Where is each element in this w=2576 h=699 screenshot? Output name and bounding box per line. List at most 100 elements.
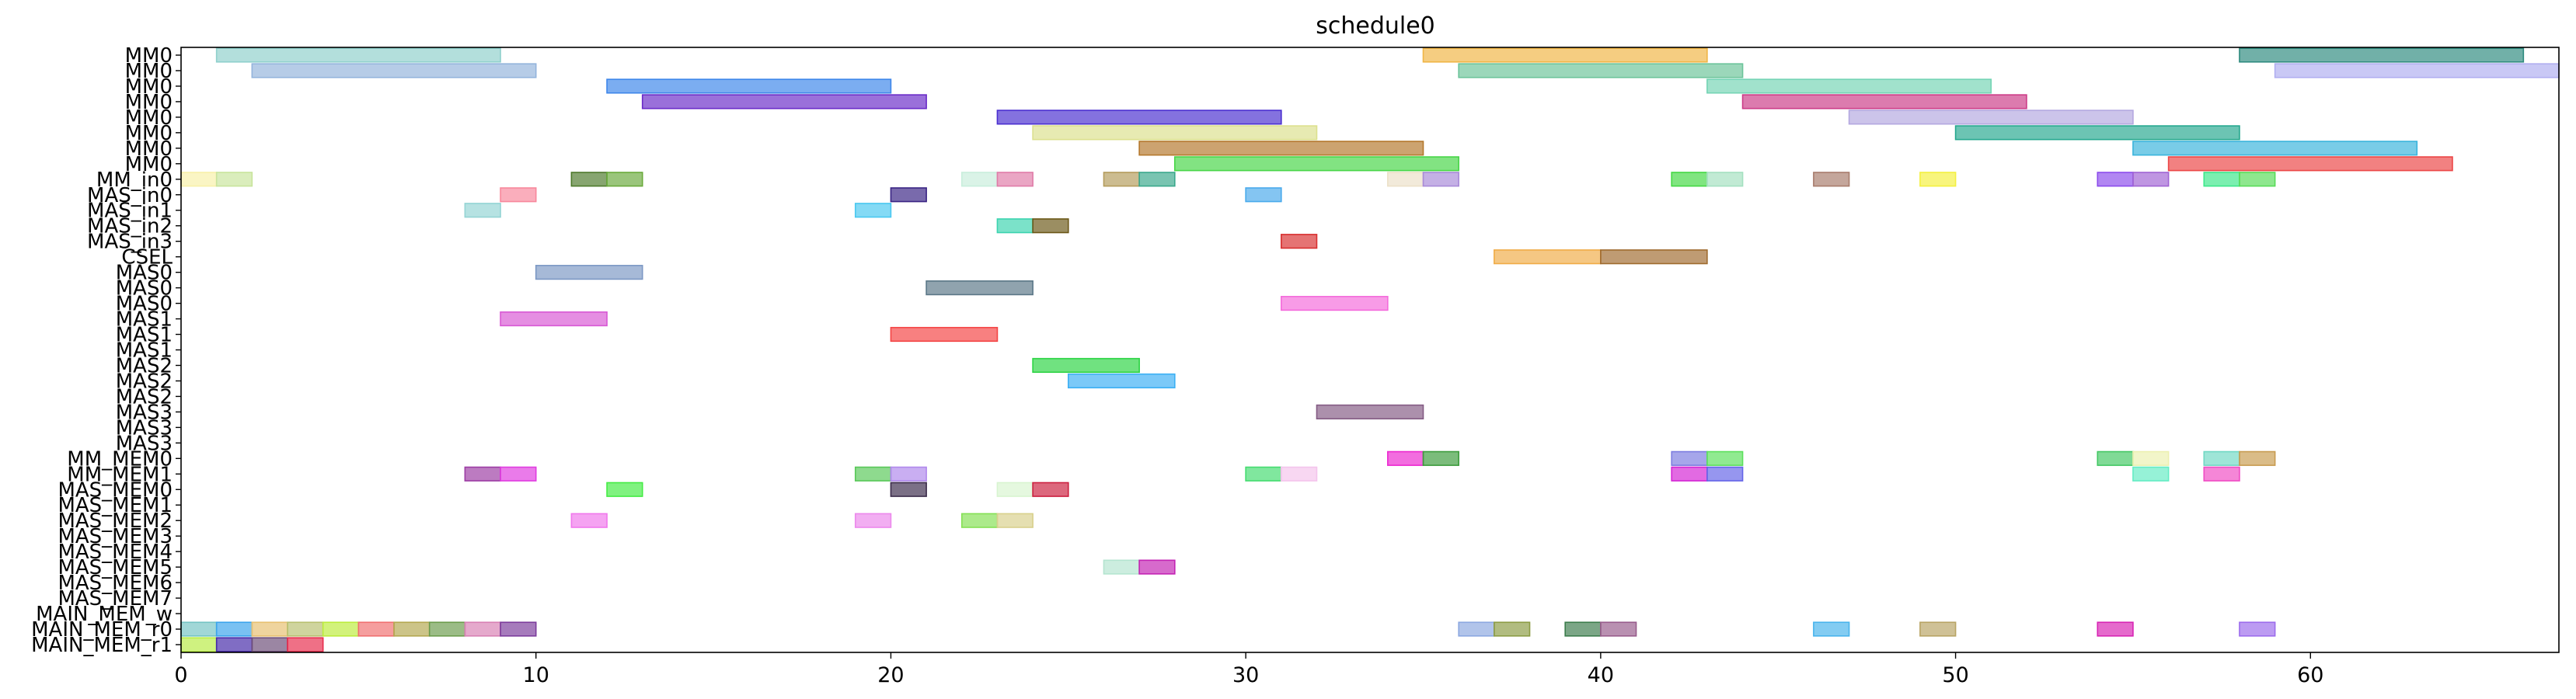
task-bar <box>890 482 927 497</box>
y-tick-label: MAS1 <box>116 339 173 363</box>
task-bar <box>215 47 501 63</box>
task-bar <box>1848 110 2134 125</box>
x-tick-label: 60 <box>2297 663 2323 687</box>
y-tick-label: MAIN_MEM_w <box>36 603 173 626</box>
task-bar <box>1138 559 1176 575</box>
task-bar <box>1741 94 2027 110</box>
y-axis: MM0MM0MM0MM0MM0MM0MM0MM0MM_in0MAS_in0MAS… <box>31 44 181 657</box>
task-bar <box>854 203 892 218</box>
task-bar <box>1032 357 1140 374</box>
task-bar <box>1103 172 1140 187</box>
task-bar <box>2097 621 2134 637</box>
task-bar <box>606 482 643 497</box>
x-axis: 0 10 20 30 40 50 60 <box>174 652 2323 687</box>
task-bar <box>890 326 999 343</box>
task-bar <box>1919 621 1957 637</box>
task-bar <box>287 621 324 637</box>
task-bar <box>2203 450 2240 466</box>
y-tick-label: MM0 <box>125 91 173 114</box>
task-bar <box>996 110 1282 125</box>
task-bar <box>287 637 324 652</box>
task-bar <box>2097 172 2134 187</box>
task-bar <box>996 482 1034 497</box>
task-bar <box>322 621 360 637</box>
y-tick-label: MAS_MEM3 <box>58 525 173 548</box>
task-bar <box>1671 450 1708 466</box>
x-tick-label: 20 <box>877 663 904 687</box>
task-bar <box>996 172 1034 187</box>
task-bar <box>251 63 537 78</box>
task-bar <box>996 218 1034 234</box>
y-tick-label: MAS1 <box>116 308 173 332</box>
task-bar <box>2167 156 2453 172</box>
task-bar <box>2132 141 2418 156</box>
task-bar <box>606 78 892 94</box>
task-bar <box>1564 621 1602 637</box>
task-bar <box>996 513 1034 528</box>
task-bar <box>1813 172 1850 187</box>
task-bar <box>180 637 218 652</box>
task-bar <box>960 172 999 187</box>
task-bar <box>1316 404 1424 419</box>
task-bar <box>180 172 218 187</box>
chart-title: schedule0 <box>1316 12 1435 40</box>
task-bar <box>215 637 253 652</box>
task-bar <box>464 621 501 637</box>
task-bar <box>251 621 288 637</box>
task-bar <box>535 265 643 280</box>
task-bar <box>2132 466 2170 482</box>
y-tick-label: MAS_in2 <box>87 215 173 238</box>
task-bar <box>925 280 1034 296</box>
task-bar <box>251 637 288 652</box>
task-bar <box>1671 172 1708 187</box>
y-tick-label: MAIN_MEM_r0 <box>31 618 173 642</box>
task-bar <box>854 466 892 482</box>
task-bar <box>1138 172 1176 187</box>
task-bar <box>2239 172 2276 187</box>
task-bar <box>2239 450 2276 466</box>
task-bar <box>1067 373 1176 389</box>
task-bar <box>1671 466 1708 482</box>
y-tick-label: MAS3 <box>116 416 173 440</box>
task-bar <box>1281 466 1318 482</box>
task-bar <box>890 466 927 482</box>
y-tick-label: MAS_MEM0 <box>58 478 173 502</box>
task-bar <box>357 621 395 637</box>
task-bar <box>1387 172 1424 187</box>
x-tick-label: 50 <box>1942 663 1968 687</box>
task-bar <box>500 466 537 482</box>
y-tick-label: MAS2 <box>116 370 173 393</box>
y-tick-label: MAS_MEM4 <box>58 541 173 564</box>
y-tick-label: MM0 <box>125 137 173 161</box>
task-bar <box>1600 621 1637 637</box>
y-tick-label: MAS_MEM6 <box>58 572 173 595</box>
y-tick-label: MAS_MEM2 <box>58 509 173 533</box>
y-tick-label: MAS1 <box>116 324 173 347</box>
x-tick-label: 0 <box>174 663 187 687</box>
y-tick-label: MAS_in3 <box>87 231 173 254</box>
task-bar <box>1032 218 1069 234</box>
y-tick-label: MAS_MEM1 <box>58 494 173 517</box>
y-tick-label: MAS2 <box>116 385 173 409</box>
task-bar <box>2097 450 2134 466</box>
y-tick-label: MAS3 <box>116 401 173 424</box>
task-bar <box>1422 450 1459 466</box>
task-bar <box>2274 63 2560 78</box>
task-bar <box>2239 621 2276 637</box>
y-tick-label: MM_in0 <box>96 169 173 192</box>
task-bar <box>1494 249 1602 265</box>
y-tick-label: MAS_MEM7 <box>58 587 173 610</box>
task-bar <box>1245 466 1282 482</box>
task-bar <box>1919 172 1957 187</box>
task-bar <box>1494 621 1531 637</box>
task-bar <box>1706 78 1992 94</box>
task-bar <box>570 172 608 187</box>
y-tick-label: MAIN_MEM_r1 <box>31 634 173 657</box>
plot-frame <box>180 47 2560 653</box>
task-bar <box>890 187 927 203</box>
y-tick-label: CSEL <box>121 246 173 270</box>
y-tick-label: MAS0 <box>116 262 173 285</box>
task-bar <box>1813 621 1850 637</box>
task-bar <box>1422 47 1708 63</box>
task-bar <box>641 94 927 110</box>
